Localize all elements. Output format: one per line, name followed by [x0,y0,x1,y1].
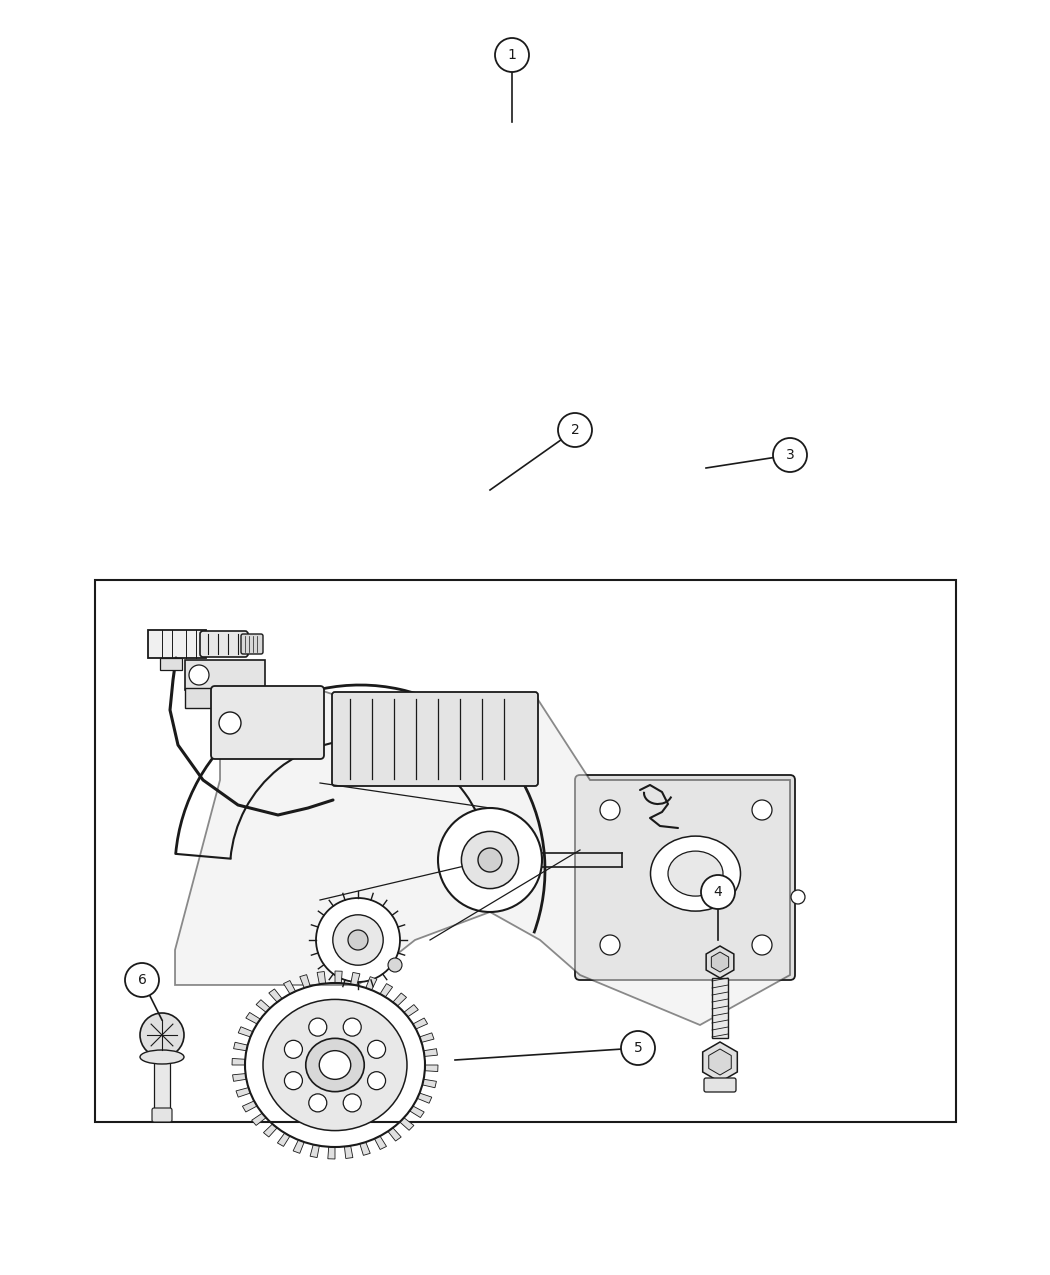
Bar [148,630,206,658]
Ellipse shape [651,836,740,912]
Text: 5: 5 [633,1040,643,1054]
Polygon shape [380,983,393,997]
Text: 2: 2 [570,423,580,437]
Bar [712,978,728,1038]
Circle shape [125,963,159,997]
Polygon shape [707,946,734,978]
Circle shape [461,831,519,889]
Circle shape [368,1040,385,1058]
Ellipse shape [668,852,723,896]
FancyBboxPatch shape [242,634,262,654]
Polygon shape [413,1017,427,1029]
FancyBboxPatch shape [152,1108,172,1122]
Polygon shape [702,1042,737,1082]
Polygon shape [238,1026,253,1037]
Circle shape [388,958,402,972]
Polygon shape [400,1118,414,1131]
Polygon shape [317,972,326,984]
Polygon shape [410,1105,424,1118]
Circle shape [621,1031,655,1065]
FancyBboxPatch shape [211,686,324,759]
Polygon shape [709,1049,731,1075]
Circle shape [189,666,209,685]
Circle shape [285,1040,302,1058]
Text: 6: 6 [138,973,146,987]
FancyBboxPatch shape [200,631,248,657]
Circle shape [773,439,807,472]
Circle shape [752,799,772,820]
Circle shape [219,711,242,734]
Polygon shape [423,1048,438,1057]
Bar [94,580,956,1122]
Bar [185,660,265,690]
Polygon shape [344,1146,353,1159]
Polygon shape [277,1133,290,1146]
Polygon shape [422,1079,437,1088]
Text: 3: 3 [785,448,795,462]
Polygon shape [232,1074,247,1081]
Circle shape [368,1072,385,1090]
Polygon shape [360,1142,371,1155]
Circle shape [343,1019,361,1037]
Polygon shape [335,972,342,983]
Polygon shape [711,952,729,972]
Circle shape [140,1014,184,1057]
Ellipse shape [262,1000,407,1131]
Bar [185,688,240,708]
Circle shape [495,38,529,71]
Bar [160,658,182,669]
Circle shape [600,935,620,955]
FancyBboxPatch shape [332,692,538,785]
Polygon shape [387,1128,401,1141]
Polygon shape [299,974,310,988]
Polygon shape [404,1005,418,1016]
Circle shape [343,1094,361,1112]
Ellipse shape [791,890,805,904]
Circle shape [438,808,542,912]
Circle shape [348,929,368,950]
Text: 1: 1 [507,48,517,62]
FancyBboxPatch shape [704,1077,736,1091]
Circle shape [309,1094,327,1112]
Bar [154,1057,170,1112]
FancyBboxPatch shape [575,775,795,980]
Polygon shape [310,1145,319,1158]
Polygon shape [420,1033,434,1043]
Circle shape [478,848,502,872]
Polygon shape [393,993,406,1006]
Polygon shape [365,977,377,991]
Polygon shape [175,690,790,1025]
Polygon shape [269,989,282,1002]
Polygon shape [284,980,295,994]
Polygon shape [233,1042,248,1051]
Circle shape [558,413,592,448]
Circle shape [285,1072,302,1090]
Polygon shape [243,1100,257,1112]
Polygon shape [328,1146,335,1159]
Polygon shape [375,1136,386,1150]
Polygon shape [264,1125,277,1137]
Polygon shape [417,1093,432,1103]
Polygon shape [256,1000,270,1012]
Ellipse shape [306,1038,364,1091]
Circle shape [752,935,772,955]
Polygon shape [351,973,360,986]
Polygon shape [246,1012,260,1024]
Ellipse shape [319,1051,351,1080]
Polygon shape [236,1088,251,1098]
Circle shape [600,799,620,820]
Circle shape [333,914,383,965]
Circle shape [701,875,735,909]
Circle shape [316,898,400,982]
Polygon shape [293,1140,304,1154]
Polygon shape [425,1065,438,1071]
Circle shape [309,1019,327,1037]
Polygon shape [252,1113,266,1126]
Text: 4: 4 [714,885,722,899]
Ellipse shape [140,1051,184,1065]
Polygon shape [232,1058,246,1065]
